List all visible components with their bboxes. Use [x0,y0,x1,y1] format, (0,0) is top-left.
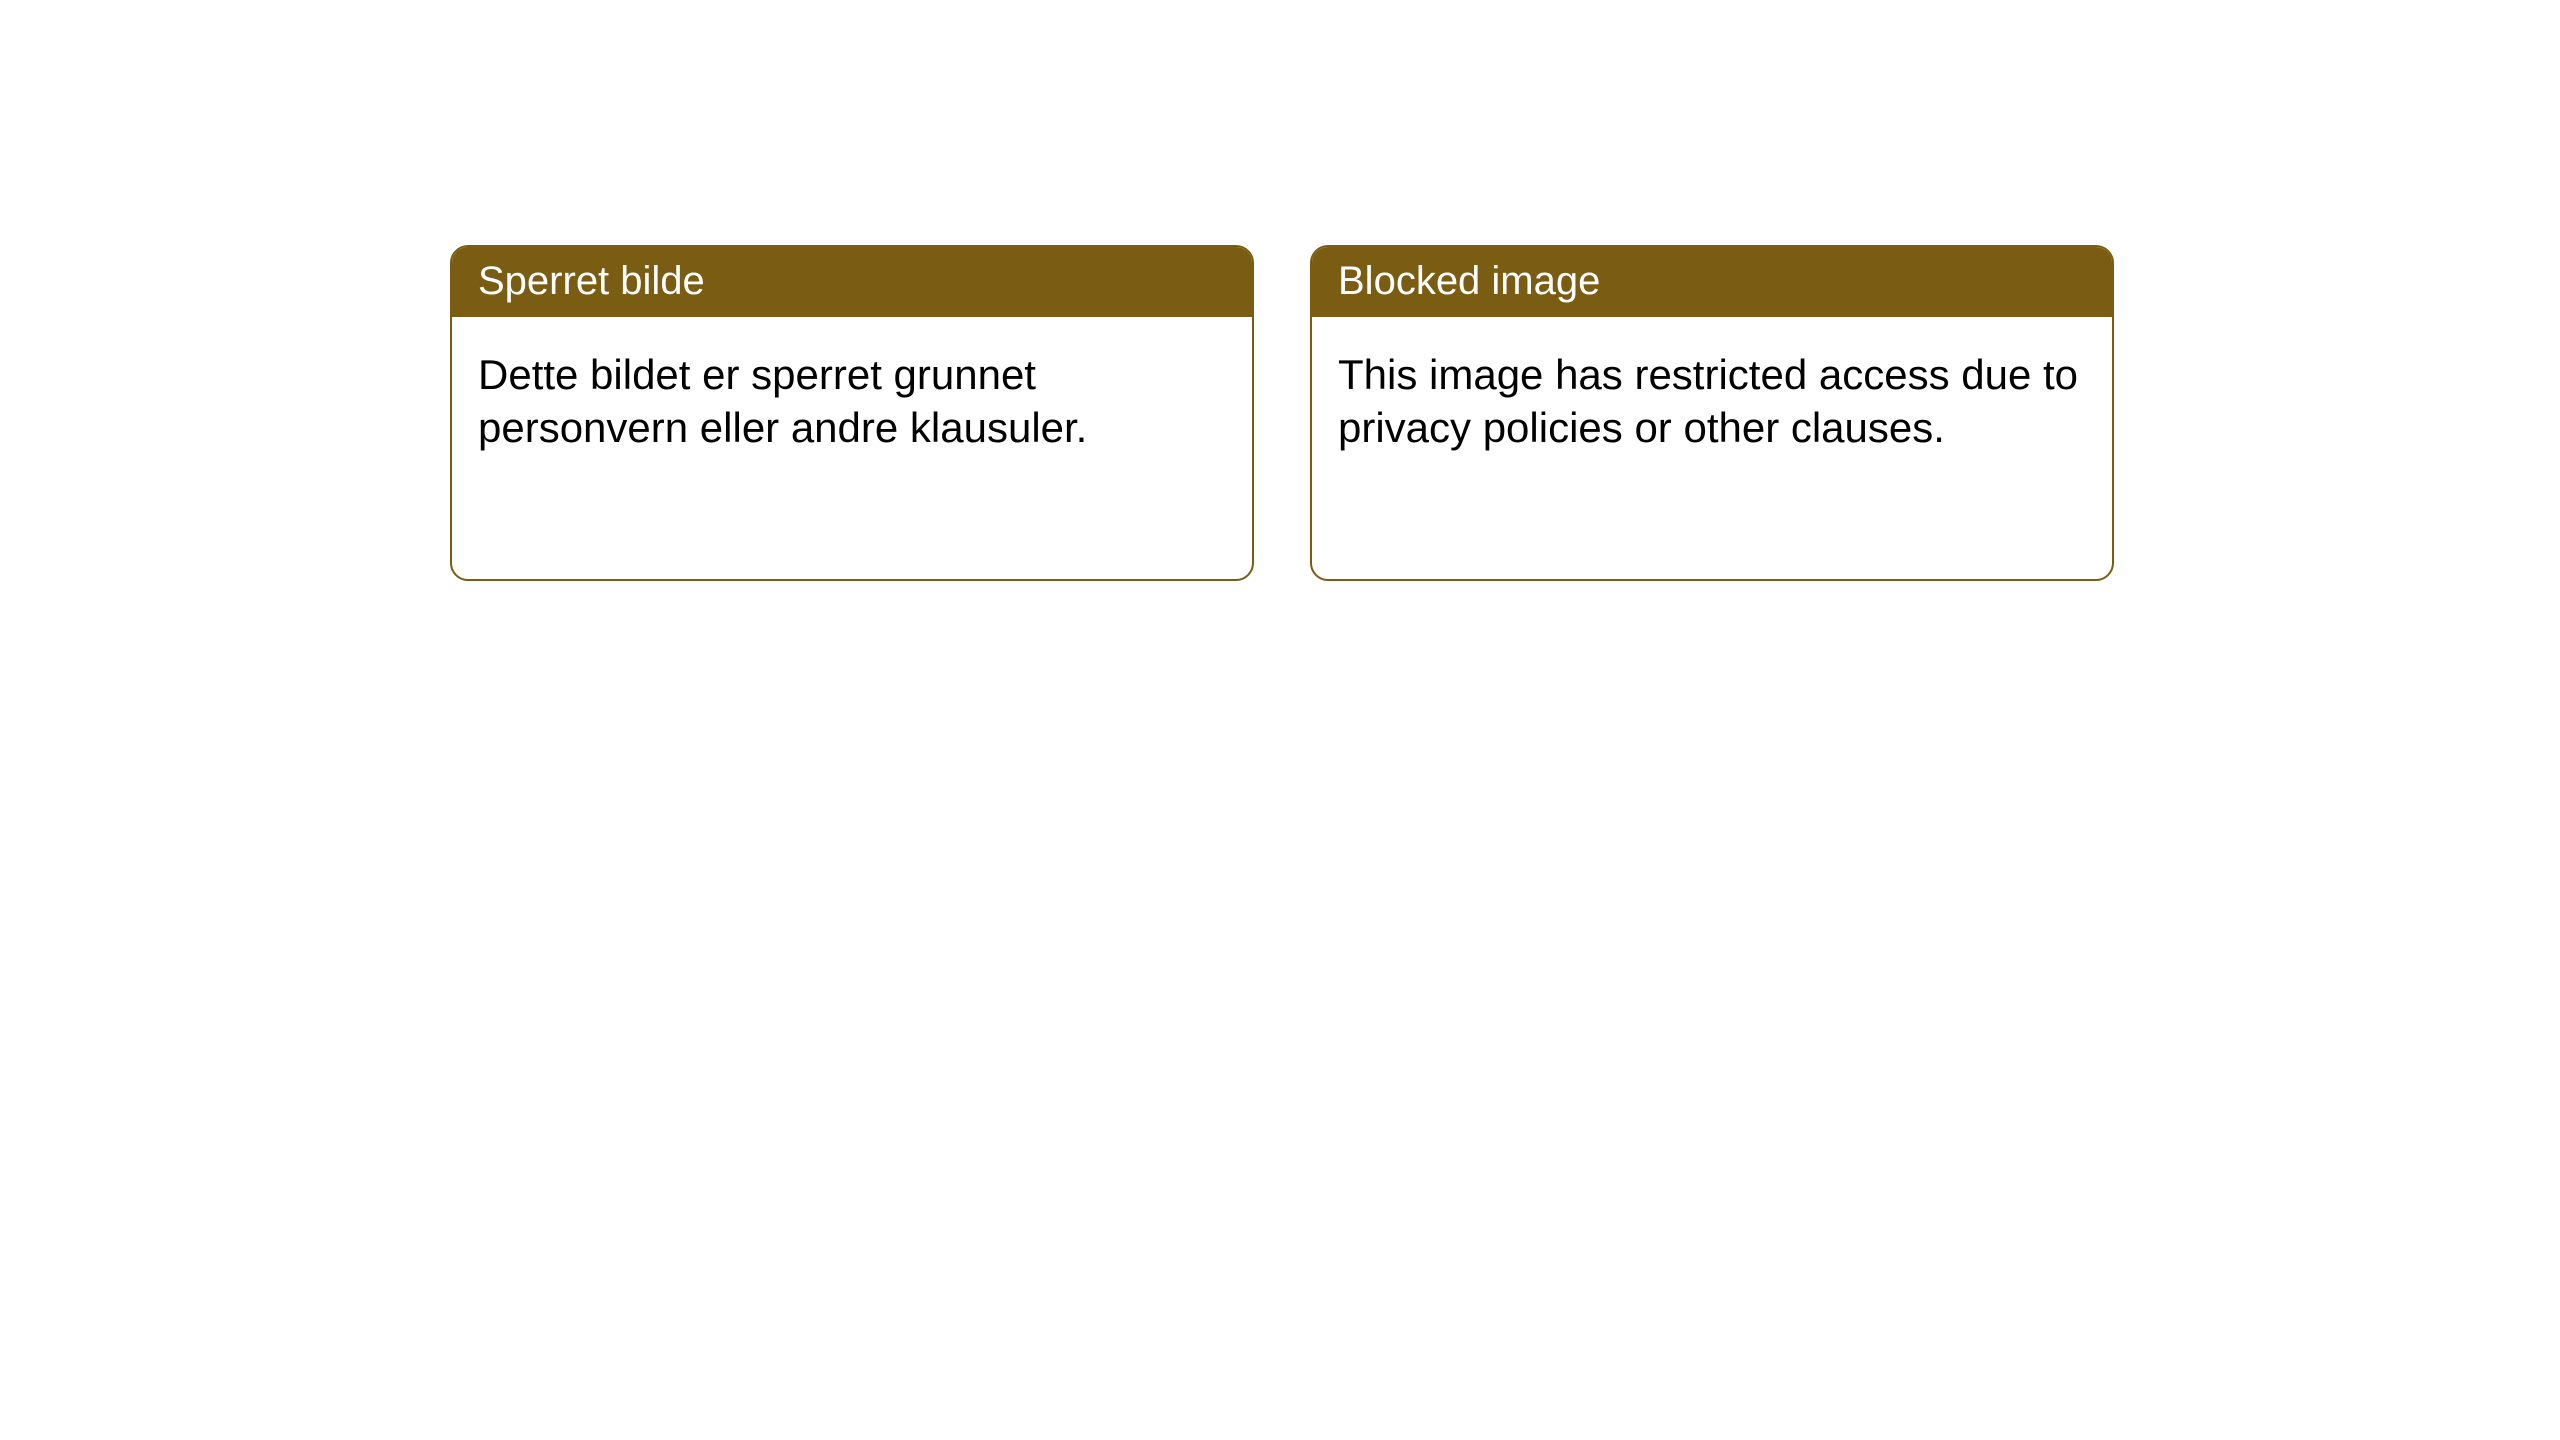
card-header: Blocked image [1312,247,2112,317]
card-body: Dette bildet er sperret grunnet personve… [452,317,1252,486]
card-title: Sperret bilde [478,259,705,303]
card-title: Blocked image [1338,259,1600,303]
card-body: This image has restricted access due to … [1312,317,2112,486]
card-body-text: This image has restricted access due to … [1338,351,2078,451]
card-body-text: Dette bildet er sperret grunnet personve… [478,351,1087,451]
card-header: Sperret bilde [452,247,1252,317]
notice-card-norwegian: Sperret bilde Dette bildet er sperret gr… [450,245,1254,581]
notice-card-english: Blocked image This image has restricted … [1310,245,2114,581]
notice-container: Sperret bilde Dette bildet er sperret gr… [0,0,2560,581]
